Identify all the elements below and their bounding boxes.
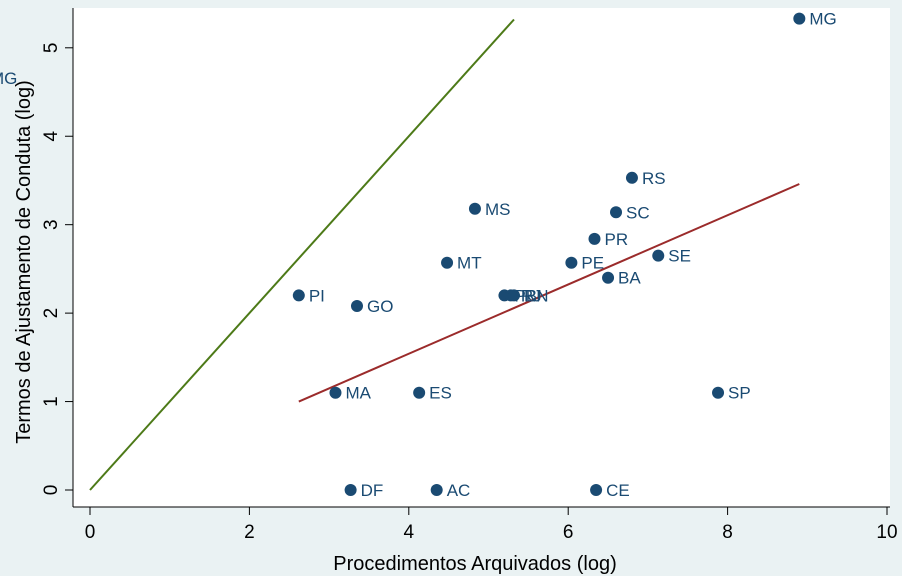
data-point-sp — [712, 386, 725, 399]
plot-area — [73, 8, 890, 507]
point-label-pe: PE — [581, 254, 604, 273]
y-tick-label: 3 — [41, 219, 62, 230]
point-label-mg: MG — [809, 10, 836, 29]
point-label-ac: AC — [447, 481, 471, 500]
points-layer — [292, 12, 806, 496]
fit-line — [298, 183, 800, 403]
x-tick-label: 2 — [244, 522, 255, 543]
point-label-pb: PB — [514, 286, 537, 305]
stray-point-label: MG — [0, 69, 17, 88]
point-label-rn: RN — [524, 286, 549, 305]
x-axis-title: Procedimentos Arquivados (log) — [333, 553, 616, 575]
data-point-mg — [793, 12, 806, 25]
point-label-pi: PI — [309, 286, 325, 305]
data-point-ac — [430, 484, 443, 496]
point-label-go: GO — [367, 297, 393, 316]
data-point-go — [350, 300, 363, 313]
point-label-se: SE — [668, 247, 691, 266]
data-point-df — [344, 484, 357, 496]
point-label-pr: PR — [605, 230, 629, 249]
data-point-ce — [590, 484, 603, 496]
lines-layer — [89, 18, 800, 491]
point-label-sp: SP — [728, 384, 751, 403]
data-point-rn — [508, 289, 521, 302]
data-point-se — [652, 249, 665, 262]
data-point-pr — [588, 232, 601, 245]
data-point-ms — [468, 202, 481, 215]
point-label-ms: MS — [485, 200, 511, 219]
data-point-rs — [625, 171, 638, 184]
x-tick-label: 0 — [85, 522, 96, 543]
y-tick-label: 2 — [41, 308, 62, 319]
y-tick-label: 4 — [41, 131, 62, 142]
point-label-sc: SC — [626, 203, 650, 222]
data-point-pe — [565, 256, 578, 269]
x-tick-label: 4 — [404, 522, 415, 543]
data-point-sc — [610, 206, 623, 219]
point-label-df: DF — [361, 481, 384, 500]
x-tick-label: 8 — [722, 522, 733, 543]
y-tick-label: 1 — [41, 396, 62, 407]
y-axis-title: Termos de Ajustamento de Conduta (log) — [13, 80, 35, 444]
point-label-mt: MT — [457, 254, 482, 273]
x-ticks: 0 2 4 6 8 10 — [85, 507, 898, 543]
point-label-ba: BA — [618, 269, 641, 288]
x-tick-label: 6 — [563, 522, 574, 543]
equality-line — [89, 18, 515, 491]
y-tick-label: 5 — [41, 43, 62, 54]
y-ticks: 0 1 2 3 4 5 — [41, 43, 73, 496]
point-label-rj: RJ — [521, 286, 542, 305]
point-label-ce: CE — [606, 481, 630, 500]
data-point-pi — [292, 289, 305, 302]
point-label-es: ES — [429, 384, 452, 403]
point-label-ma: MA — [345, 384, 371, 403]
y-tick-label: 0 — [41, 485, 62, 496]
data-point-mt — [441, 256, 454, 269]
data-point-ba — [602, 271, 615, 284]
data-point-ma — [329, 386, 342, 399]
point-label-rs: RS — [642, 169, 666, 188]
x-tick-label: 10 — [876, 522, 897, 543]
data-point-es — [413, 386, 426, 399]
